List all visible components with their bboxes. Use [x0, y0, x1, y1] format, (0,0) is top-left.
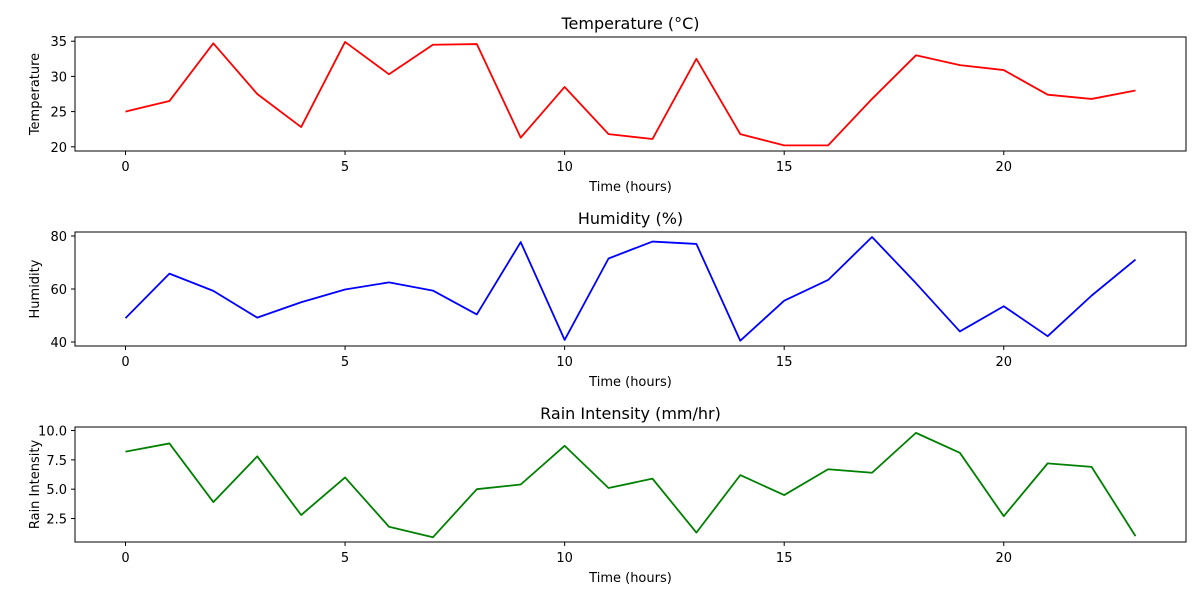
- x-tick-label: 20: [995, 551, 1012, 566]
- y-axis-label: Rain Intensity: [28, 440, 43, 530]
- chart-panel-3: Rain Intensity (mm/hr) 0 5 10 15 20 2.5 5.0 7.5 1…: [28, 404, 1187, 586]
- y-tick-label: 40: [50, 336, 67, 351]
- plot-frame: [74, 426, 1187, 543]
- chart-panel-2: Humidity (%) 0 5 10 15 20 40 60 80 Time (hours) Hu…: [28, 209, 1187, 390]
- x-tick-label: 5: [341, 551, 349, 566]
- x-axis-label: Time (hours): [588, 180, 672, 195]
- x-tick-label: 0: [121, 551, 129, 566]
- y-tick-label: 60: [50, 283, 67, 298]
- y-tick-label: 80: [50, 230, 67, 245]
- chart-title: Temperature (°C): [560, 14, 699, 33]
- x-tick-label: 20: [995, 355, 1012, 370]
- y-tick-label: 35: [50, 35, 67, 50]
- x-tick-label: 5: [341, 355, 349, 370]
- x-tick-label: 20: [995, 160, 1012, 175]
- x-tick-label: 15: [776, 551, 793, 566]
- plot-frame: [74, 36, 1187, 152]
- y-tick-label: 7.5: [46, 454, 67, 469]
- y-tick-label: 5.0: [46, 483, 67, 498]
- x-axis-label: Time (hours): [588, 375, 672, 390]
- y-tick-label: 30: [50, 70, 67, 85]
- y-axis-label: Humidity: [28, 259, 43, 318]
- y-tick-label: 25: [50, 106, 67, 121]
- x-tick-label: 0: [121, 355, 129, 370]
- series-line: [125, 431, 1137, 539]
- series-line: [125, 41, 1136, 147]
- y-tick-label: 20: [50, 141, 67, 156]
- chart-title: Rain Intensity (mm/hr): [540, 404, 721, 423]
- x-tick-label: 10: [556, 355, 573, 370]
- x-tick-label: 0: [121, 160, 129, 175]
- y-tick-label: 10.0: [38, 425, 67, 440]
- chart-panel-1: Temperature (°C) 0 5 10 15 20 20 25 30 35 Time (ho…: [28, 14, 1187, 195]
- x-tick-label: 15: [776, 355, 793, 370]
- x-axis-label: Time (hours): [588, 571, 672, 586]
- y-tick-label: 2.5: [46, 513, 67, 528]
- chart-title: Humidity (%): [578, 209, 683, 228]
- y-axis-label: Temperature: [28, 53, 43, 136]
- x-tick-label: 10: [556, 551, 573, 566]
- series-line: [124, 236, 1137, 342]
- x-tick-label: 5: [341, 160, 349, 175]
- x-tick-label: 10: [556, 160, 573, 175]
- x-tick-label: 15: [776, 160, 793, 175]
